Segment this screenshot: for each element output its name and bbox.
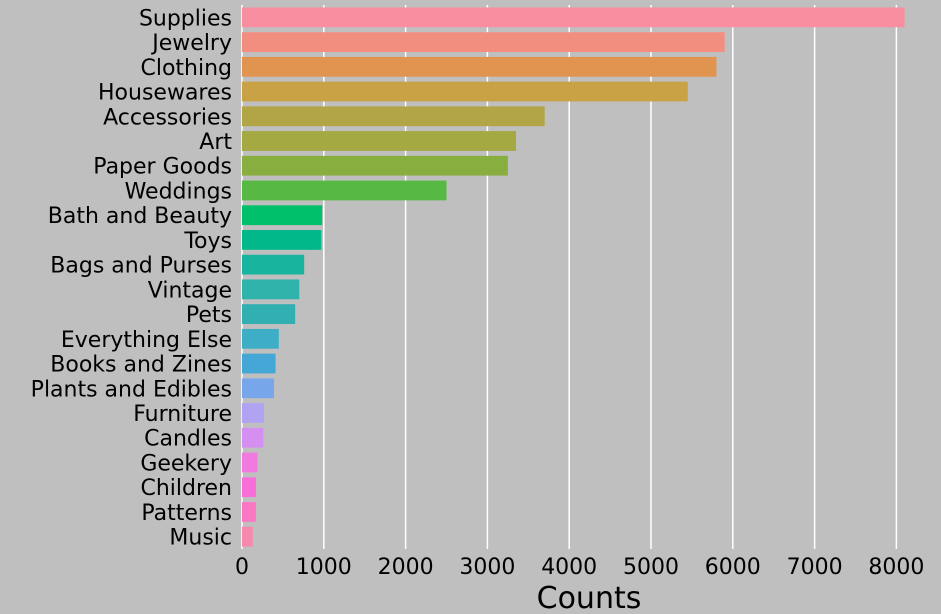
bar-supplies bbox=[242, 7, 905, 28]
bar-bags-and-purses bbox=[242, 254, 305, 275]
bar-children bbox=[242, 477, 256, 498]
bar-accessories bbox=[242, 106, 545, 127]
bar-candles bbox=[242, 427, 264, 448]
category-label: Supplies bbox=[139, 6, 232, 31]
bar-pets bbox=[242, 304, 296, 324]
x-tick-label: 7000 bbox=[787, 555, 843, 580]
x-tick-label: 2000 bbox=[378, 555, 434, 580]
bar-furniture bbox=[242, 403, 265, 423]
x-tick-labels: 0 1000 2000 3000 4000 5000 6000 7000 8000 bbox=[235, 555, 924, 580]
category-label: Toys bbox=[183, 229, 232, 254]
bar-plants-and-edibles bbox=[242, 378, 274, 399]
x-tick-label: 4000 bbox=[541, 555, 597, 580]
category-label: Furniture bbox=[133, 402, 232, 427]
category-label: Vintage bbox=[148, 278, 232, 303]
category-label: Books and Zines bbox=[50, 353, 232, 378]
bars bbox=[242, 7, 905, 547]
x-tick-label: 0 bbox=[235, 555, 249, 580]
x-tick-label: 8000 bbox=[868, 555, 924, 580]
x-axis-title: Counts bbox=[537, 581, 642, 614]
bar-bath-and-beauty bbox=[242, 205, 323, 226]
bar-clothing bbox=[242, 56, 717, 77]
category-label: Candles bbox=[144, 427, 232, 452]
category-label: Jewelry bbox=[150, 31, 232, 56]
category-label: Patterns bbox=[141, 501, 232, 526]
category-label: Geekery bbox=[140, 451, 232, 476]
category-label: Paper Goods bbox=[93, 155, 232, 180]
x-tick-label: 1000 bbox=[296, 555, 352, 580]
category-label: Children bbox=[140, 476, 232, 501]
x-tick-label: 3000 bbox=[459, 555, 515, 580]
x-tick-label: 6000 bbox=[705, 555, 761, 580]
bar-housewares bbox=[242, 81, 688, 102]
category-label: Bath and Beauty bbox=[48, 204, 232, 229]
category-label: Housewares bbox=[98, 81, 232, 106]
x-tick-label: 5000 bbox=[623, 555, 679, 580]
bar-paper-goods bbox=[242, 155, 508, 176]
bar-music bbox=[242, 526, 253, 547]
category-label: Clothing bbox=[140, 56, 232, 81]
category-label: Art bbox=[199, 130, 232, 155]
bar-toys bbox=[242, 230, 322, 250]
bar-vintage bbox=[242, 279, 300, 300]
bar-everything-else bbox=[242, 328, 279, 349]
category-label: Weddings bbox=[125, 179, 232, 204]
bar-weddings bbox=[242, 180, 447, 201]
category-label: Pets bbox=[186, 303, 232, 328]
category-label: Accessories bbox=[103, 105, 232, 130]
bar-books-and-zines bbox=[242, 353, 276, 374]
bar-art bbox=[242, 131, 517, 151]
category-labels: SuppliesJewelryClothingHousewaresAccesso… bbox=[31, 6, 233, 550]
bar-geekery bbox=[242, 452, 258, 473]
category-label: Music bbox=[169, 526, 232, 551]
bar-jewelry bbox=[242, 32, 725, 52]
category-label: Everything Else bbox=[61, 328, 232, 353]
bar-patterns bbox=[242, 502, 256, 522]
category-label: Bags and Purses bbox=[50, 254, 232, 279]
category-label: Plants and Edibles bbox=[31, 377, 232, 402]
